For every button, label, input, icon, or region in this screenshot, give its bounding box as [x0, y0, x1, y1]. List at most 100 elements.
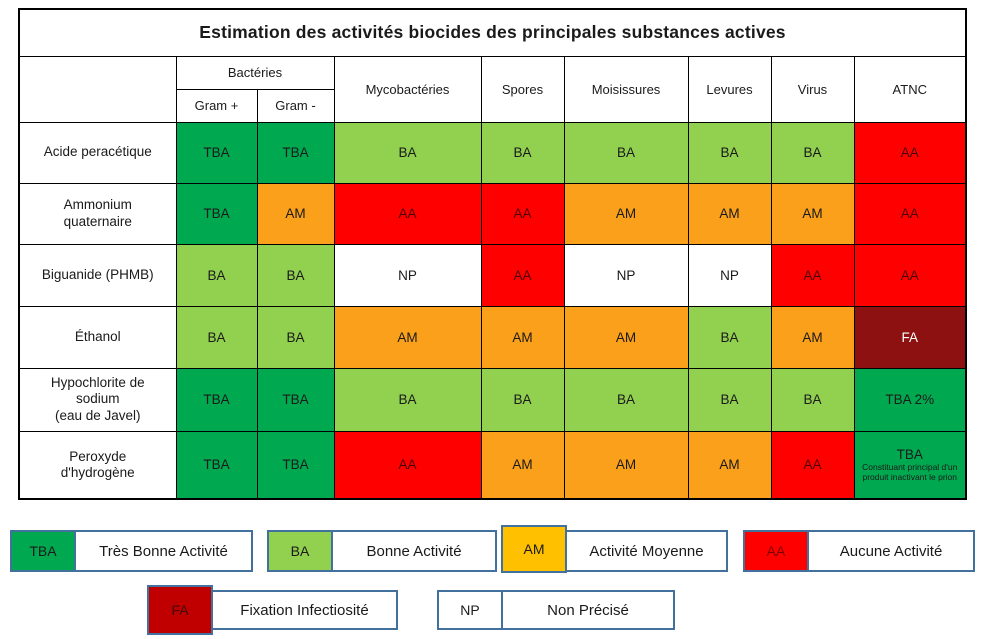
activity-cell: BA: [256, 305, 335, 369]
header-row-groups: Bactéries Mycobactéries Spores Moisissur…: [18, 55, 967, 123]
legend-label: Activité Moyenne: [589, 542, 704, 560]
activity-cell: AA: [770, 243, 855, 307]
legend-item-np: NP Non Précisé: [437, 590, 675, 630]
activity-cell: AA: [853, 243, 967, 307]
activity-code: TBA: [282, 457, 309, 473]
activity-cell: AM: [256, 182, 335, 245]
page-title: Estimation des activités biocides des pr…: [18, 8, 967, 57]
activity-code: AA: [398, 457, 417, 473]
activity-cell: AA: [480, 182, 565, 245]
activity-cell: BA: [563, 121, 689, 184]
activity-cell: AM: [687, 182, 772, 245]
col-header-moisissures: Moisissures: [563, 55, 689, 123]
activity-code: AA: [513, 267, 532, 283]
activity-cell: BA: [333, 367, 482, 432]
col-header-mycobacteries: Mycobactéries: [333, 55, 482, 123]
activity-cell: BA: [175, 305, 258, 369]
activity-code: BA: [803, 145, 822, 160]
activity-code: TBA 2%: [885, 392, 935, 407]
activity-code: TBA: [282, 392, 309, 407]
table-row: Peroxyde d'hydrogène TBA TBA AA AM AM AM AA TBA C…: [18, 430, 967, 500]
activity-cell: NP: [687, 243, 772, 307]
legend-label: Aucune Activité: [839, 542, 943, 560]
activity-cell: BA: [687, 305, 772, 369]
legend-label: Très Bonne Activité: [99, 542, 228, 560]
activity-code: BA: [513, 145, 532, 160]
activity-code: TBA: [203, 145, 230, 160]
legend-swatch: TBA: [10, 530, 76, 572]
substance-name: Biguanide (PHMB): [18, 243, 177, 307]
activity-cell: AM: [563, 182, 689, 245]
activity-cell: AM: [563, 430, 689, 500]
activity-cell: AM: [480, 430, 565, 500]
substance-name: Hypochlorite de sodium (eau de Javel): [18, 367, 177, 432]
activity-code: AA: [513, 206, 532, 221]
activity-code: BA: [398, 392, 417, 407]
activity-cell: BA: [563, 367, 689, 432]
legend-swatch: AM: [501, 525, 567, 573]
substance-name: Acide peracétique: [18, 121, 177, 184]
legend-label: Fixation Infectiosité: [240, 601, 369, 619]
activity-cell: TBA: [175, 121, 258, 184]
activity-code: TBA: [203, 206, 230, 221]
activity-cell: BA: [256, 243, 335, 307]
activity-code: AA: [398, 206, 417, 221]
activity-cell: BA: [480, 367, 565, 432]
activity-cell: AM: [480, 305, 565, 369]
activity-code: TBA: [896, 446, 923, 462]
activity-cell: BA: [175, 243, 258, 307]
activity-cell: AM: [333, 305, 482, 369]
title-row: Estimation des activités biocides des pr…: [18, 8, 967, 57]
legend-item-aa: AA Aucune Activité: [743, 530, 975, 572]
activity-code: AM: [615, 329, 637, 345]
activity-code: BA: [398, 145, 417, 160]
activity-code: AM: [397, 329, 418, 345]
legend-swatch: BA: [267, 530, 333, 572]
activity-code: BA: [720, 392, 739, 407]
activity-cell: AA: [853, 182, 967, 245]
substance-name: Éthanol: [18, 305, 177, 369]
activity-code: BA: [803, 392, 822, 407]
activity-cell: AM: [563, 305, 689, 369]
table-row: Acide peracétique TBA TBA BA BA BA BA BA AA: [18, 121, 967, 184]
col-header-spores: Spores: [480, 55, 565, 123]
activity-cell: AM: [687, 430, 772, 500]
col-header-virus: Virus: [770, 55, 855, 123]
activity-code: BA: [616, 392, 635, 407]
activity-cell: AA: [333, 430, 482, 500]
activity-code: AA: [803, 267, 822, 283]
substance-name: Peroxyde d'hydrogène: [18, 430, 177, 500]
activity-code: BA: [616, 145, 635, 160]
table-row: Ammonium quaternaire TBA AM AA AA AM AM AM AA: [18, 182, 967, 245]
activity-cell: AM: [770, 305, 855, 369]
activity-cell: TBA: [175, 182, 258, 245]
legend-item-fa: FA Fixation Infectiosité: [147, 585, 398, 635]
activity-code: NP: [616, 267, 636, 283]
activity-code: AA: [900, 145, 919, 160]
activity-cell: BA: [770, 121, 855, 184]
activity-code: TBA: [203, 457, 230, 473]
activity-code: AA: [900, 206, 919, 221]
activity-code: AM: [719, 206, 740, 221]
activity-cell: BA: [333, 121, 482, 184]
activity-code: BA: [286, 267, 305, 283]
table-row: Hypochlorite de sodium (eau de Javel) TBA…: [18, 367, 967, 432]
activity-cell: AA: [480, 243, 565, 307]
legend-item-am: AM Activité Moyenne: [501, 525, 728, 573]
legend-item-tba: TBA Très Bonne Activité: [10, 530, 253, 572]
activity-cell: NP: [563, 243, 689, 307]
col-header-bacteries: Bactéries: [175, 55, 335, 90]
activity-cell: AA: [333, 182, 482, 245]
activity-code: BA: [513, 392, 532, 407]
substance-name: Ammonium quaternaire: [18, 182, 177, 245]
activity-cell: BA: [687, 367, 772, 432]
legend-swatch: FA: [147, 585, 213, 635]
legend-swatch: AA: [743, 530, 809, 572]
activity-code: AM: [802, 206, 823, 221]
activity-cell: TBA: [256, 430, 335, 500]
biocide-activity-table: Estimation des activités biocides des pr…: [18, 8, 968, 500]
activity-cell: FA: [853, 305, 967, 369]
activity-cell: TBA Constituant principal d'un produit in…: [853, 430, 967, 500]
activity-cell: TBA: [175, 367, 258, 432]
activity-code: TBA: [203, 392, 230, 407]
